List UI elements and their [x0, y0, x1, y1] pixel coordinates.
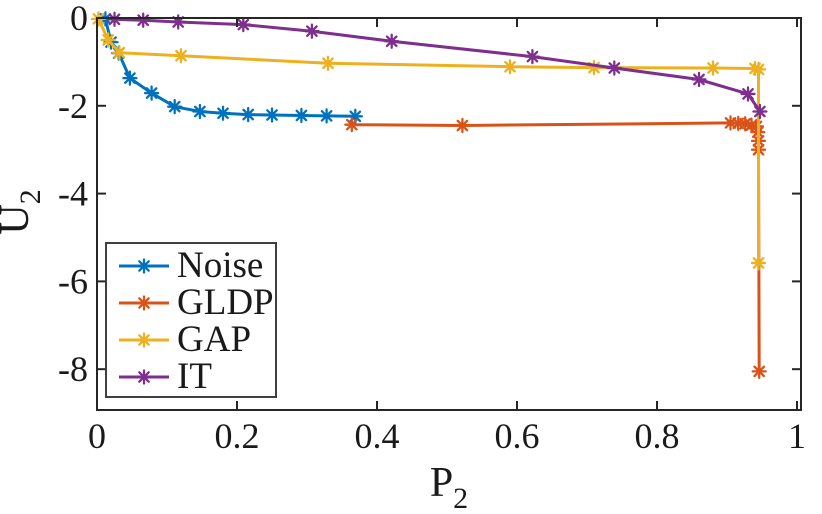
x-tick-label: 0.2	[215, 416, 260, 456]
x-tick-label: 0.4	[355, 416, 400, 456]
asterisk-marker-icon	[136, 331, 152, 348]
x-axis-label-subscript: 2	[453, 482, 469, 514]
y-tick-label: -8	[58, 349, 88, 389]
y-tick-label: -4	[58, 174, 88, 214]
asterisk-marker-icon	[136, 257, 152, 274]
x-tick-label: 0.6	[495, 416, 540, 456]
legend-label: GLDP	[177, 282, 274, 323]
series-line-gap	[97, 18, 760, 263]
y-axis-label-subscript: 2	[14, 189, 47, 205]
asterisk-marker-icon	[136, 294, 152, 311]
series-line-noise	[103, 18, 356, 118]
legend-line-sample	[119, 257, 169, 274]
y-tick-label: 0	[70, 0, 88, 38]
y-axis-label-main: U	[0, 204, 38, 234]
y-tick-label: -6	[58, 261, 88, 301]
legend-item-gap: GAP	[117, 321, 275, 358]
axes-frame	[96, 17, 802, 411]
series-markers-it	[106, 11, 768, 120]
legend-item-gldp: GLDP	[117, 284, 275, 321]
legend-label: IT	[177, 356, 212, 397]
x-axis-label: P2	[430, 462, 468, 514]
legend-label: Noise	[177, 245, 264, 286]
y-axis-label: U2	[0, 189, 47, 234]
x-tick-label: 0	[88, 416, 106, 456]
legend-line-sample	[119, 294, 169, 311]
legend-item-noise: Noise	[117, 247, 275, 284]
legend-label: GAP	[177, 319, 252, 360]
asterisk-marker-icon	[136, 368, 152, 385]
legend-item-it: IT	[117, 358, 275, 395]
series-markers-gap	[90, 11, 767, 271]
legend-box: Noise GLDP GAP IT	[105, 242, 277, 398]
x-tick-label: 1	[788, 416, 806, 456]
series-markers-gldp	[344, 115, 767, 380]
x-axis-label-main: P	[429, 460, 454, 506]
legend-line-sample	[119, 331, 169, 348]
series-line-gldp	[351, 121, 761, 372]
y-tick-label: -2	[58, 86, 88, 126]
legend-line-sample	[119, 368, 169, 385]
x-tick-label: 0.8	[635, 416, 680, 456]
